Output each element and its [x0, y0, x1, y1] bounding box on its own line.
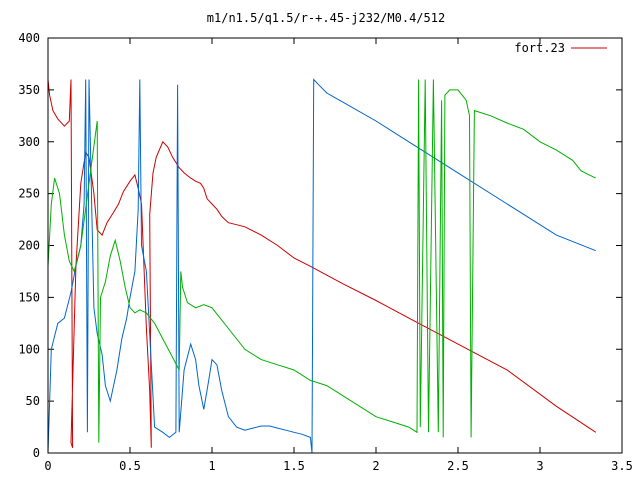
chart-title: m1/n1.5/q1.5/r-+.45-j232/M0.4/512	[207, 11, 445, 25]
legend-label: fort.23	[514, 41, 565, 55]
y-tick-label: 50	[26, 394, 40, 408]
y-tick-label: 350	[18, 83, 40, 97]
x-tick-label: 1	[208, 459, 215, 473]
y-tick-label: 0	[33, 446, 40, 460]
plot-area	[47, 78, 597, 454]
x-tick-label: 0	[44, 459, 51, 473]
x-tick-label: 2.5	[447, 459, 469, 473]
y-tick-label: 300	[18, 135, 40, 149]
y-tick-label: 250	[18, 187, 40, 201]
y-tick-label: 100	[18, 342, 40, 356]
y-tick-label: 200	[18, 239, 40, 253]
legend: fort.23	[514, 41, 607, 55]
x-tick-label: 0.5	[119, 459, 141, 473]
x-tick-label: 3	[536, 459, 543, 473]
x-tick-label: 2	[372, 459, 379, 473]
x-tick-label: 3.5	[611, 459, 633, 473]
series-line-1	[47, 79, 597, 448]
x-tick-label: 1.5	[283, 459, 305, 473]
plot-frame	[47, 37, 623, 454]
y-tick-label: 400	[18, 31, 40, 45]
series-line-2	[47, 78, 596, 454]
y-tick-label: 150	[18, 290, 40, 304]
series-line-3	[47, 79, 597, 443]
axis-ticks: 0 0.5 1 1.5 2 2.5 3 3.5 0 50 100 150 200 250 300 350 400	[18, 31, 633, 473]
